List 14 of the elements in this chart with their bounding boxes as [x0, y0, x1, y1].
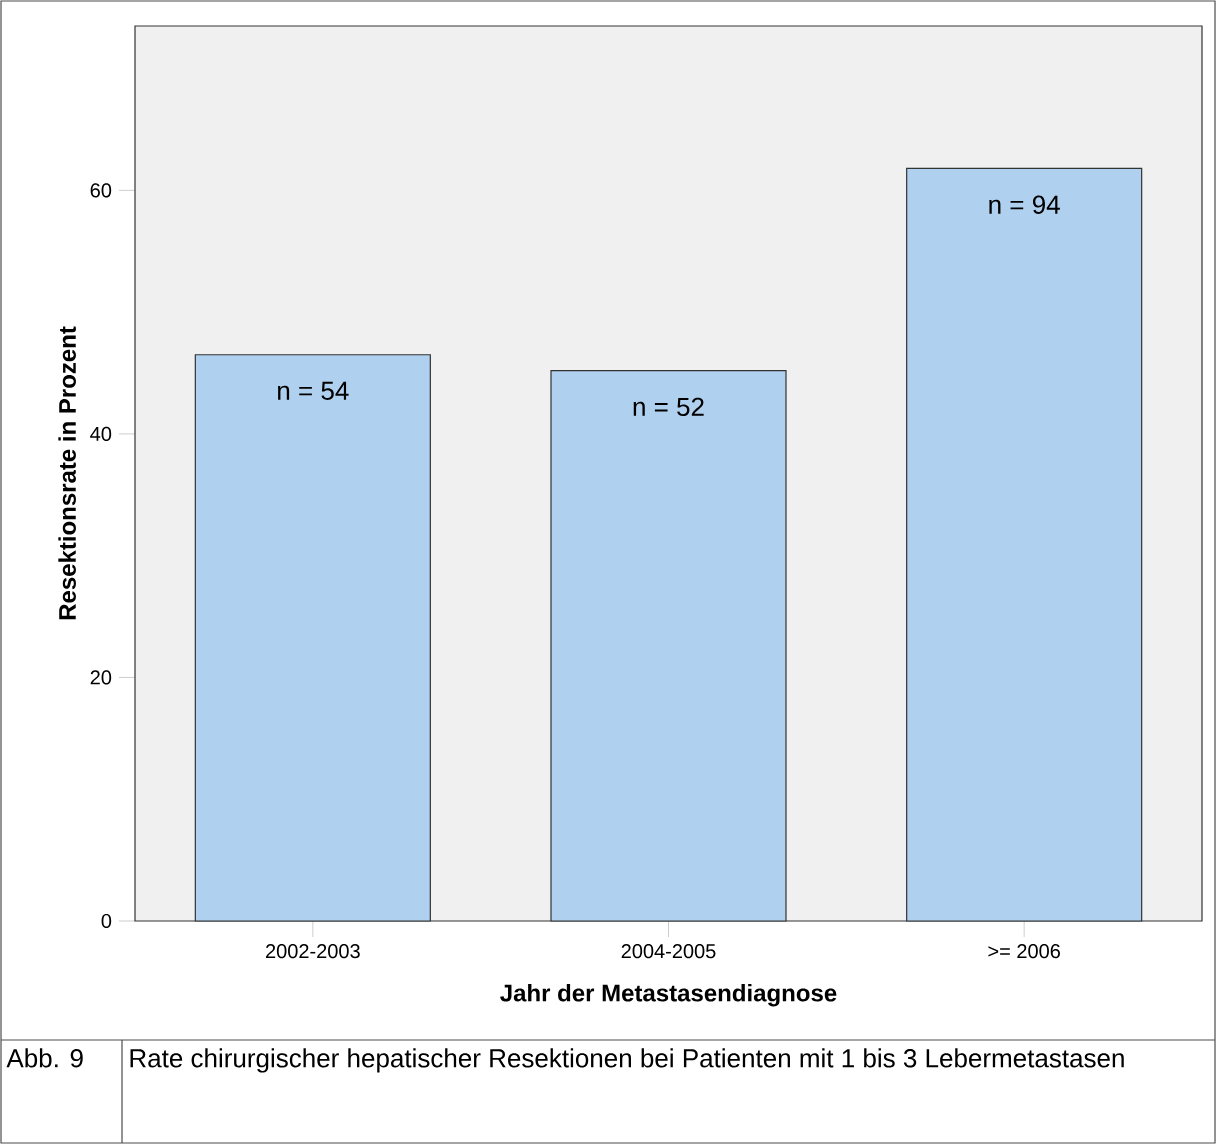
y-tick-label: 20	[90, 670, 112, 685]
annotation: n = 94	[989, 195, 1060, 214]
x-tick-label: 2002-2003	[266, 944, 360, 959]
annotation: n = 52	[633, 397, 704, 417]
caption: Abb. 9	[6, 1048, 83, 1068]
x-tick-label: 2004-2005	[621, 944, 716, 959]
annotation: n = 54	[278, 381, 349, 400]
y-tick-label: 40	[90, 426, 112, 441]
y-axis-title: Resektionsrate in Prozent	[58, 326, 76, 620]
y-tick-label: 0	[101, 913, 112, 929]
text: Rate chirurgischer hepatischer Resektionen bei Patienten mit 1 bis 3 Lebermetastasen	[130, 1048, 1124, 1073]
y-tick-label: 60	[90, 183, 112, 198]
x-axis-title: Jahr der Metastasendiagnose	[500, 983, 837, 1007]
x-tick-label: >= 2006	[988, 944, 1060, 959]
